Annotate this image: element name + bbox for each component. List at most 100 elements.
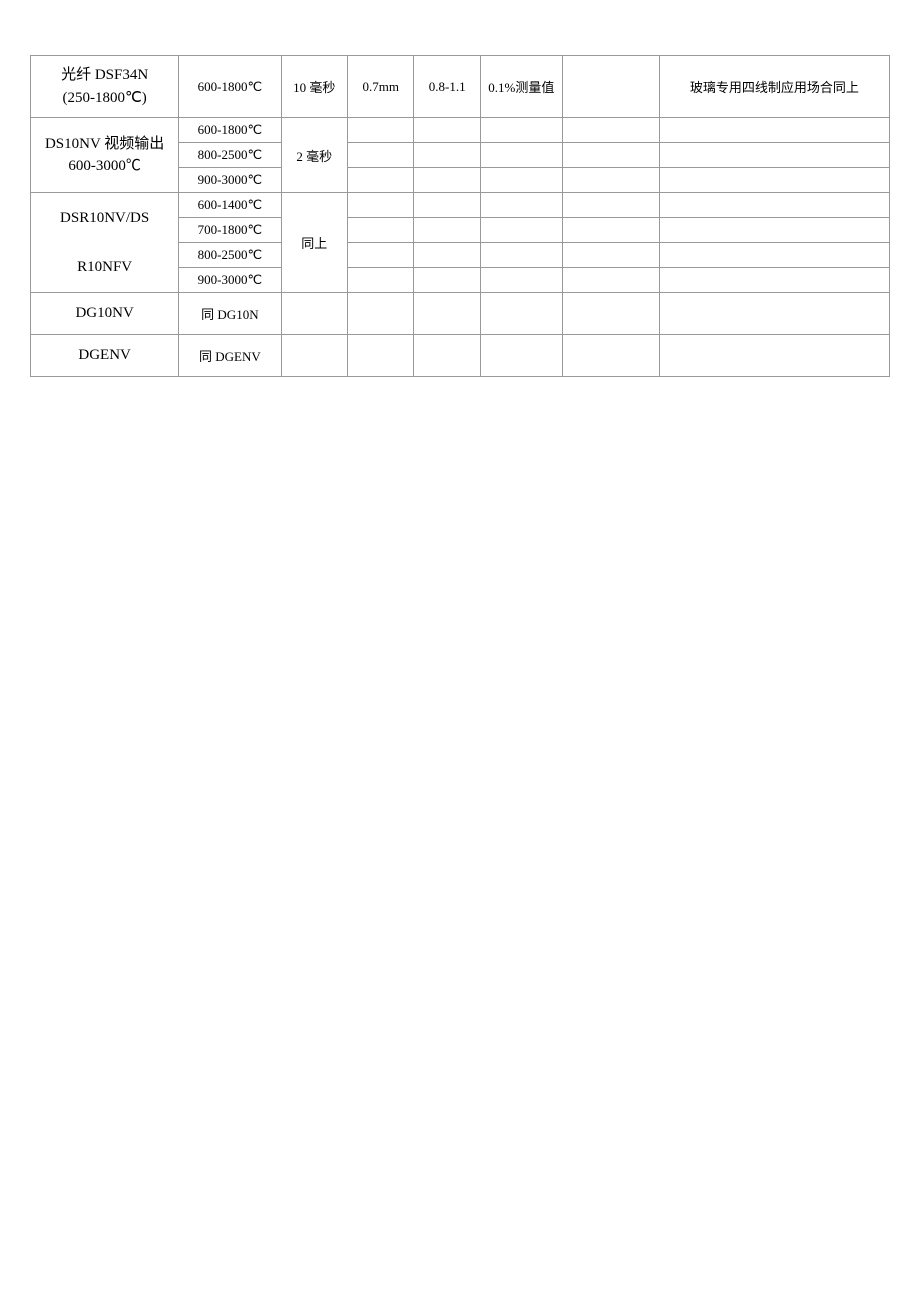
- cell-text: 同上: [301, 236, 327, 251]
- empty-cell: [659, 118, 889, 143]
- empty-cell: [562, 218, 659, 243]
- cell-text: 10 毫秒: [293, 80, 335, 95]
- table-row: DGENV 同 DGENV: [31, 335, 890, 377]
- response-cell: 2 毫秒: [281, 118, 347, 193]
- cell-text: DS10NV 视频输出 600-3000℃: [45, 136, 164, 175]
- cell-text: 0.7mm: [362, 79, 398, 94]
- empty-cell: [347, 243, 413, 268]
- empty-cell: [659, 218, 889, 243]
- empty-cell: [480, 218, 562, 243]
- empty-cell: [659, 268, 889, 293]
- empty-cell: [480, 168, 562, 193]
- cell-text: 900-3000℃: [198, 172, 262, 187]
- empty-cell: [414, 193, 480, 218]
- empty-cell: [480, 193, 562, 218]
- range-cell: 600-1800℃: [179, 118, 281, 143]
- table-row: DG10NV 同 DG10N: [31, 293, 890, 335]
- empty-cell: [347, 143, 413, 168]
- application-cell: 玻璃专用四线制应用场合同上: [659, 56, 889, 118]
- table-row: DS10NV 视频输出 600-3000℃ 600-1800℃ 2 毫秒: [31, 118, 890, 143]
- cell-text: 同 DG10N: [201, 307, 258, 322]
- spec-table: 光纤 DSF34N(250-1800℃) 600-1800℃ 10 毫秒 0.7…: [30, 55, 890, 377]
- range-cell: 同 DGENV: [179, 335, 281, 377]
- empty-cell: [347, 193, 413, 218]
- empty-cell: [562, 193, 659, 218]
- empty-cell: [480, 293, 562, 335]
- cell-text: DGENV: [78, 347, 131, 363]
- empty-cell: [562, 243, 659, 268]
- empty-cell: [659, 335, 889, 377]
- empty-cell: [562, 293, 659, 335]
- empty-cell: [347, 118, 413, 143]
- cell-text: 800-2500℃: [198, 147, 262, 162]
- empty-cell: [347, 293, 413, 335]
- empty-cell: [414, 143, 480, 168]
- table-row: DSR10NV/DS 600-1400℃ 同上: [31, 193, 890, 218]
- cell-text: 玻璃专用四线制应用场合同上: [690, 80, 859, 95]
- range-cell: 900-3000℃: [179, 168, 281, 193]
- empty-cell: [480, 143, 562, 168]
- spot-cell: 0.7mm: [347, 56, 413, 118]
- empty-cell: [347, 268, 413, 293]
- cell-text: 800-2500℃: [198, 247, 262, 262]
- range-cell: 600-1800℃: [179, 56, 281, 118]
- table-row: 光纤 DSF34N(250-1800℃) 600-1800℃ 10 毫秒 0.7…: [31, 56, 890, 118]
- cell-text: 700-1800℃: [198, 222, 262, 237]
- empty-cell: [347, 335, 413, 377]
- empty-cell: [414, 243, 480, 268]
- model-cell: R10NFV: [31, 243, 179, 293]
- empty-cell: [480, 118, 562, 143]
- cell-text: 600-1800℃: [198, 79, 262, 94]
- empty-cell: [480, 243, 562, 268]
- empty-cell: [414, 268, 480, 293]
- cell-text: 同 DGENV: [199, 349, 261, 364]
- range-cell: 600-1400℃: [179, 193, 281, 218]
- cell-text: 0.8-1.1: [429, 79, 466, 94]
- empty-cell: [659, 243, 889, 268]
- cell-text: 2 毫秒: [296, 149, 332, 164]
- cell-text: 900-3000℃: [198, 272, 262, 287]
- empty-cell: [480, 335, 562, 377]
- table-row: R10NFV 800-2500℃: [31, 243, 890, 268]
- empty-cell: [562, 168, 659, 193]
- empty-cell: [562, 268, 659, 293]
- range-cell: 700-1800℃: [179, 218, 281, 243]
- accuracy-cell: 0.1%测量值: [480, 56, 562, 118]
- empty-cell: [562, 143, 659, 168]
- extra-cell: [562, 56, 659, 118]
- empty-cell: [347, 168, 413, 193]
- empty-cell: [347, 218, 413, 243]
- empty-cell: [414, 118, 480, 143]
- cell-text: 0.1%测量值: [488, 80, 554, 95]
- empty-cell: [281, 335, 347, 377]
- empty-cell: [659, 143, 889, 168]
- model-cell: 光纤 DSF34N(250-1800℃): [31, 56, 179, 118]
- cell-text: 600-1800℃: [198, 122, 262, 137]
- empty-cell: [414, 335, 480, 377]
- empty-cell: [414, 168, 480, 193]
- empty-cell: [562, 118, 659, 143]
- response-cell: 同上: [281, 193, 347, 293]
- wavelength-cell: 0.8-1.1: [414, 56, 480, 118]
- empty-cell: [659, 193, 889, 218]
- empty-cell: [659, 168, 889, 193]
- range-cell: 800-2500℃: [179, 243, 281, 268]
- cell-text: DSR10NV/DS: [60, 210, 149, 226]
- cell-text: 600-1400℃: [198, 197, 262, 212]
- model-cell: DSR10NV/DS: [31, 193, 179, 243]
- cell-text: DG10NV: [75, 305, 133, 321]
- cell-text: R10NFV: [77, 259, 132, 275]
- empty-cell: [480, 268, 562, 293]
- range-cell: 同 DG10N: [179, 293, 281, 335]
- empty-cell: [659, 293, 889, 335]
- range-cell: 800-2500℃: [179, 143, 281, 168]
- response-cell: 10 毫秒: [281, 56, 347, 118]
- range-cell: 900-3000℃: [179, 268, 281, 293]
- empty-cell: [281, 293, 347, 335]
- cell-text: 光纤 DSF34N(250-1800℃): [61, 67, 148, 106]
- model-cell: DS10NV 视频输出 600-3000℃: [31, 118, 179, 193]
- empty-cell: [414, 218, 480, 243]
- empty-cell: [414, 293, 480, 335]
- model-cell: DGENV: [31, 335, 179, 377]
- model-cell: DG10NV: [31, 293, 179, 335]
